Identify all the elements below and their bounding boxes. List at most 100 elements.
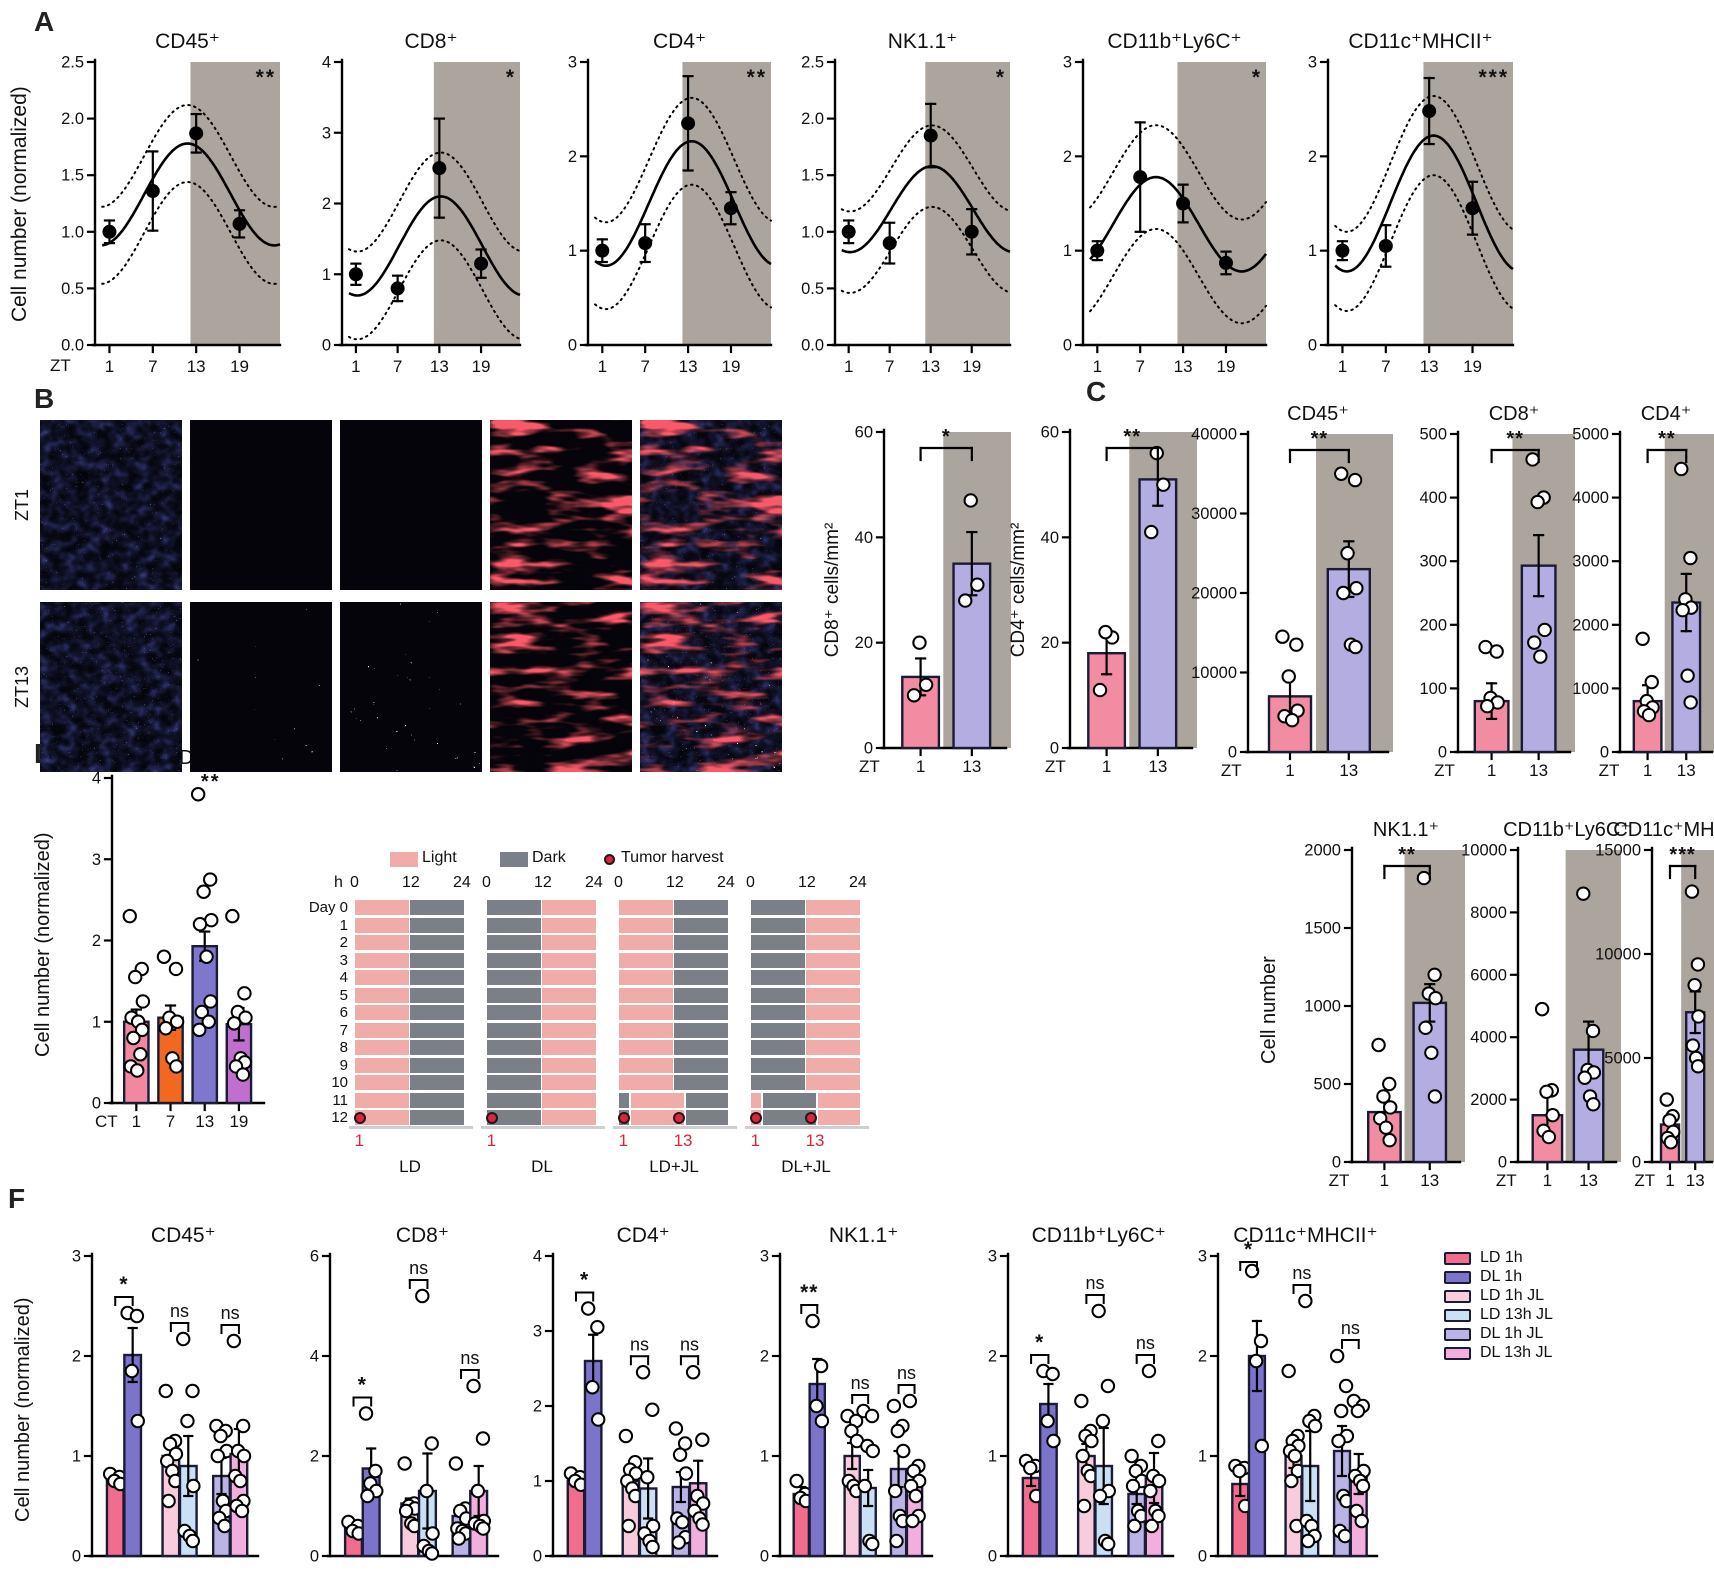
x-tick-label: 7 — [393, 357, 402, 376]
data-point — [1685, 1038, 1701, 1053]
dark-phase-band — [1177, 62, 1266, 345]
schedule-segment-light — [751, 1092, 762, 1108]
chart-title: CD4⁺ — [653, 30, 706, 53]
y-tick-label: 2 — [1063, 148, 1072, 166]
y-tick-label: 3 — [568, 54, 577, 72]
data-point — [192, 1022, 207, 1038]
significance-label: ns — [460, 1348, 479, 1368]
y-tick-label: 0 — [1498, 1154, 1507, 1172]
data-point — [158, 1383, 173, 1399]
data-point — [1176, 196, 1191, 211]
x-tick-label: 19 — [472, 357, 491, 376]
data-point — [1143, 1483, 1158, 1499]
y-tick-label: 2 — [322, 195, 331, 213]
x-tick-label: 13 — [1339, 761, 1358, 780]
hour-axis-label: h — [334, 874, 343, 891]
data-point — [896, 1443, 911, 1459]
schedule-segment-light — [542, 1092, 596, 1108]
y-tick-label: 1 — [1308, 242, 1317, 260]
significance-label: ** — [1311, 428, 1329, 450]
data-point — [1090, 243, 1105, 258]
y-tick-label: 5000 — [1572, 426, 1609, 444]
data-point — [1378, 238, 1393, 253]
data-point — [217, 1518, 232, 1534]
data-point — [1338, 1378, 1354, 1394]
y-tick-label: 20 — [855, 634, 873, 652]
significance-label: ** — [256, 66, 276, 89]
data-point — [474, 256, 489, 271]
x-tick-label: 7 — [885, 357, 894, 376]
y-tick-label: 0 — [72, 1548, 81, 1566]
chart-F-CD45: 0 1 2 3 * ns ns CD45⁺ — [72, 1224, 260, 1566]
data-point — [1284, 1473, 1299, 1489]
legend-label: LD 13h JL — [1480, 1306, 1553, 1323]
significance-label: * — [942, 426, 951, 448]
data-point — [1687, 978, 1702, 993]
schedule-segment-dark — [410, 900, 464, 915]
y-tick-label: 1 — [1198, 1448, 1207, 1466]
significance-label: ns — [630, 1334, 649, 1354]
day-label: 12 — [331, 1109, 348, 1126]
data-point — [1418, 1020, 1433, 1036]
schedule-baseline — [481, 1126, 605, 1129]
schedule-segment-dark — [674, 1040, 728, 1055]
data-point — [1428, 991, 1443, 1006]
chart-title: CD11c⁺MHCII⁺ — [1348, 30, 1492, 53]
schedule-segment-light — [619, 1075, 673, 1090]
x-tick-label: 13 — [1420, 1171, 1439, 1190]
significance-label: * — [1252, 66, 1262, 89]
schedule-segment-dark — [487, 987, 541, 1003]
data-point — [237, 986, 252, 1001]
stain-layer — [340, 420, 482, 590]
data-point — [1376, 1089, 1391, 1104]
schedule-segment-light — [355, 987, 409, 1003]
y-tick-label: 3 — [760, 1248, 769, 1266]
schedule-segment-dark — [674, 987, 728, 1003]
chart-title: CD8⁺ — [1489, 403, 1540, 425]
data-point — [970, 577, 985, 592]
x-tick-label: 19 — [229, 1112, 248, 1131]
micrograph-image — [640, 602, 782, 772]
y-tick-label: 2 — [310, 1448, 319, 1466]
data-point — [169, 1014, 185, 1029]
y-tick-label: 1.0 — [801, 223, 824, 241]
data-point — [1092, 1488, 1108, 1504]
significance-label: * — [119, 1273, 128, 1296]
y-tick-label: 0 — [1632, 1154, 1641, 1172]
data-point — [145, 184, 160, 199]
schedule-segment-dark — [487, 935, 541, 950]
data-point — [1683, 695, 1698, 710]
schedule-segment-dark — [674, 1075, 728, 1090]
legend-swatch-ld-1h — [1444, 1252, 1471, 1265]
schedule-segment-dark — [674, 900, 728, 915]
tumor-harvest-dot — [672, 1111, 685, 1124]
y-tick-label: 20000 — [1191, 585, 1237, 603]
confidence-curve — [1089, 124, 1267, 221]
schedule-group-label: LD — [399, 1157, 421, 1176]
data-point — [640, 1470, 655, 1485]
significance-label: * — [506, 66, 516, 89]
data-point — [210, 1448, 226, 1464]
schedule-segment-light — [806, 987, 860, 1003]
legend-label: DL 1h — [1480, 1268, 1523, 1285]
data-point — [1465, 201, 1480, 216]
data-point — [1576, 886, 1591, 901]
data-point — [1092, 682, 1108, 698]
significance-label: * — [580, 1269, 589, 1292]
panel-a-x-prefix: ZT — [50, 356, 71, 375]
schedule-segment-light — [817, 1092, 860, 1108]
data-point — [1275, 629, 1290, 644]
hour-tick-label: 24 — [849, 874, 867, 891]
data-point — [1683, 550, 1698, 566]
data-point — [415, 1288, 430, 1304]
hour-tick-label: 12 — [666, 874, 684, 891]
chart-title: CD45⁺ — [1287, 403, 1349, 425]
x-axis-prefix: CT — [95, 1112, 118, 1131]
significance-label: *** — [1669, 844, 1695, 866]
y-tick-label: 0 — [322, 337, 331, 355]
x-tick-label: 13 — [921, 357, 940, 376]
schedule-segment-light — [355, 970, 409, 985]
schedule-segment-light — [630, 1092, 685, 1108]
data-point — [621, 1518, 636, 1534]
chart-A-CD8: 0 1 2 3 4 1 7 13 19 * CD8⁺ — [322, 30, 522, 376]
